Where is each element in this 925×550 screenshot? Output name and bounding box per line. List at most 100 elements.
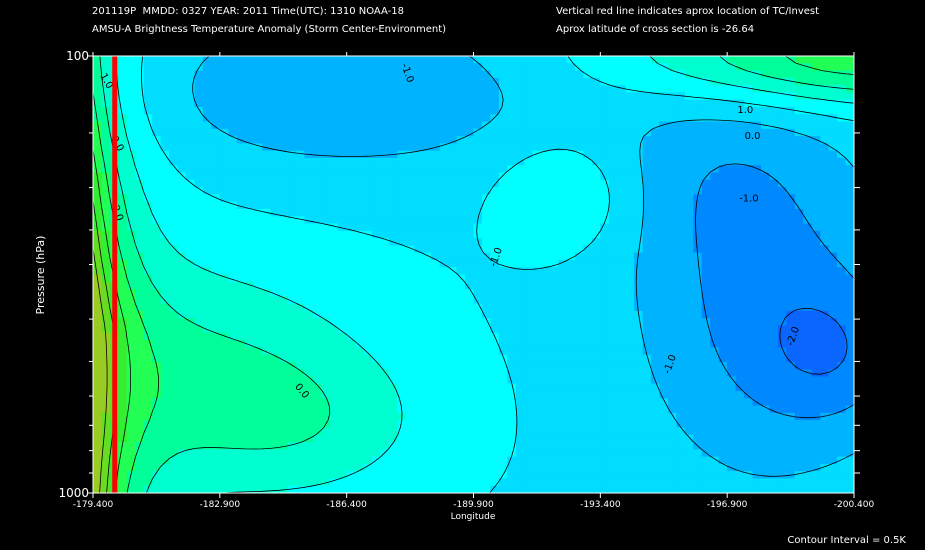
field-cell <box>465 259 475 268</box>
field-cell <box>439 347 449 356</box>
field-cell <box>659 92 669 101</box>
field-cell <box>245 449 255 458</box>
field-cell <box>642 420 652 429</box>
field-cell <box>228 56 238 64</box>
field-cell <box>481 427 492 436</box>
field-cell <box>93 201 103 210</box>
field-cell <box>160 456 170 465</box>
field-cell <box>245 347 255 356</box>
field-cell <box>372 136 382 144</box>
field-cell <box>405 274 415 283</box>
field-cell <box>152 259 162 268</box>
field-cell <box>211 201 221 210</box>
field-cell <box>583 208 593 217</box>
field-cell <box>219 165 229 174</box>
field-cell <box>659 361 669 370</box>
field-cell <box>760 376 771 385</box>
field-cell <box>152 281 162 290</box>
field-cell <box>448 332 458 341</box>
field-cell <box>625 303 635 312</box>
field-cell <box>701 245 711 254</box>
field-cell <box>287 92 297 101</box>
field-cell <box>228 391 238 399</box>
field-cell <box>380 434 390 443</box>
field-cell <box>659 194 669 203</box>
field-cell <box>304 318 314 327</box>
field-cell <box>608 281 618 290</box>
field-cell <box>532 325 542 334</box>
field-cell <box>439 434 449 443</box>
field-cell <box>355 208 365 217</box>
field-cell <box>101 391 111 399</box>
field-cell <box>752 340 762 348</box>
field-cell <box>777 325 787 334</box>
field-cell <box>262 303 272 312</box>
field-cell <box>169 238 179 246</box>
field-cell <box>574 310 585 319</box>
field-cell <box>549 398 559 407</box>
field-cell <box>481 63 492 72</box>
field-cell <box>312 172 322 181</box>
field-cell <box>363 85 373 94</box>
field-cell <box>710 194 720 203</box>
field-cell <box>388 361 398 370</box>
field-cell <box>397 85 407 94</box>
field-cell <box>744 289 754 297</box>
field-cell <box>803 354 813 363</box>
field-cell <box>422 106 432 115</box>
field-cell <box>228 70 238 79</box>
field-cell <box>744 442 754 450</box>
field-cell <box>667 340 678 348</box>
field-cell <box>777 230 787 239</box>
field-cell <box>202 281 212 290</box>
field-cell <box>718 449 728 458</box>
field-cell <box>304 121 314 130</box>
field-cell <box>803 347 813 356</box>
field-cell <box>448 427 458 436</box>
field-cell <box>126 318 136 327</box>
field-cell <box>93 70 103 79</box>
field-cell <box>228 179 238 188</box>
field-cell <box>769 165 779 174</box>
field-cell <box>414 303 424 312</box>
field-cell <box>634 412 644 421</box>
field-cell <box>617 420 627 429</box>
field-cell <box>608 259 618 268</box>
field-cell <box>118 376 128 385</box>
field-cell <box>346 391 356 399</box>
field-cell <box>549 420 559 429</box>
field-cell <box>549 245 559 254</box>
field-cell <box>101 267 111 276</box>
field-cell <box>507 376 517 385</box>
field-cell <box>777 245 787 254</box>
field-cell <box>820 427 830 436</box>
field-cell <box>397 281 407 290</box>
field-cell <box>465 208 475 217</box>
field-cell <box>811 99 821 108</box>
field-cell <box>591 281 601 290</box>
field-cell <box>651 238 661 246</box>
field-cell <box>177 230 187 239</box>
field-cell <box>312 289 322 297</box>
field-cell <box>422 281 432 290</box>
field-cell <box>405 201 415 210</box>
field-cell <box>651 230 661 239</box>
field-cell <box>659 245 669 254</box>
field-cell <box>701 56 711 64</box>
field-cell <box>659 252 669 261</box>
field-cell <box>828 412 838 421</box>
field-cell <box>363 310 373 319</box>
field-cell <box>160 201 170 210</box>
field-cell <box>135 420 145 429</box>
field-cell <box>532 201 542 210</box>
field-cell <box>634 128 644 137</box>
field-cell <box>388 274 398 283</box>
field-cell <box>186 281 196 290</box>
field-cell <box>465 223 475 232</box>
field-cell <box>532 245 542 254</box>
field-cell <box>777 187 787 195</box>
field-cell <box>346 281 356 290</box>
field-cell <box>701 376 711 385</box>
field-cell <box>473 245 483 254</box>
field-cell <box>574 77 585 86</box>
